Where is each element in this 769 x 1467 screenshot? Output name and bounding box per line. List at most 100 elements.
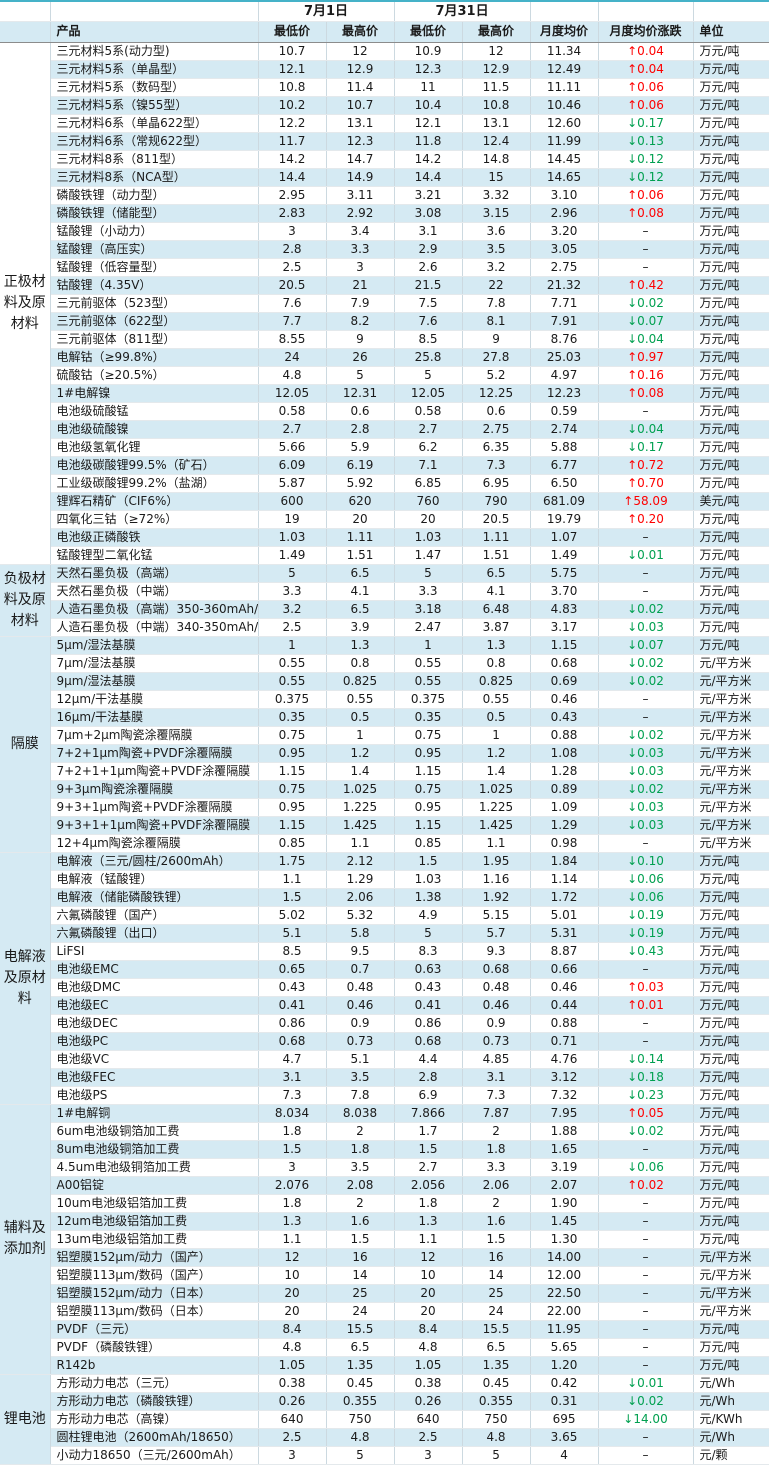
table-row: PVDF（三元） 8.4 15.5 8.4 15.5 11.95– 万元/吨 bbox=[0, 1320, 769, 1339]
unit-cell: 万元/吨 bbox=[693, 1104, 769, 1123]
min-price-jul1-cell: 8.4 bbox=[258, 1320, 327, 1339]
table-row: 辅料及添加剂 1#电解铜 8.034 8.038 7.866 7.87 7.95 ↑0.05 万… bbox=[0, 1104, 769, 1375]
min-price-jul1-cell: 3 bbox=[258, 1446, 327, 1465]
monthly-avg-cell: 0.31 bbox=[530, 1392, 599, 1411]
max-price-jul1-cell: 2.8 bbox=[326, 420, 395, 439]
min-price-jul1-cell: 0.41 bbox=[258, 996, 327, 1015]
table-row: 铝塑膜113μm/数码（国产） 10 14 10 14 12.00– 元/平方米 bbox=[0, 1266, 769, 1285]
min-price-jul1-cell: 2.95 bbox=[258, 186, 327, 205]
table-row: PVDF（磷酸铁锂） 4.8 6.5 4.8 6.5 5.65– 万元/吨 bbox=[0, 1338, 769, 1357]
unit-cell: 元/Wh bbox=[693, 1392, 769, 1411]
max-price-jul1-cell: 1.025 bbox=[326, 780, 395, 799]
monthly-change-cell: ↑0.04 bbox=[598, 60, 694, 79]
product-cell: 12+4μm陶瓷涂覆隔膜 bbox=[50, 834, 259, 853]
max-price-jul1-cell: 0.6 bbox=[326, 402, 395, 421]
max-price-jul1-cell: 8.2 bbox=[326, 312, 395, 331]
product-cell: 人造石墨负极（高端）350-360mAh/g bbox=[50, 600, 259, 619]
table-row: 电池级PC 0.68 0.73 0.68 0.73 0.71– 万元/吨 bbox=[0, 1032, 769, 1051]
min-price-jul1-cell: 10.2 bbox=[258, 96, 327, 115]
max-price-jul1-cell: 13.1 bbox=[326, 114, 395, 133]
max-price-jul31-cell: 0.48 bbox=[462, 978, 531, 997]
min-price-jul1-cell: 8.55 bbox=[258, 330, 327, 349]
product-cell: 电解钴（≥99.8%） bbox=[50, 348, 259, 367]
monthly-avg-cell: 0.44 bbox=[530, 996, 599, 1015]
unit-cell: 万元/吨 bbox=[693, 1176, 769, 1195]
max-price-jul31-cell: 8.1 bbox=[462, 312, 531, 331]
min-price-jul1-cell: 7.3 bbox=[258, 1086, 327, 1105]
monthly-avg-cell: 3.20 bbox=[530, 222, 599, 241]
max-price-jul1-cell: 14.7 bbox=[326, 150, 395, 169]
max-price-jul1-cell: 1.29 bbox=[326, 870, 395, 889]
monthly-avg-cell: 8.76 bbox=[530, 330, 599, 349]
max-price-jul1-cell: 4.8 bbox=[326, 1428, 395, 1447]
monthly-avg-cell: 11.11 bbox=[530, 78, 599, 97]
monthly-change-cell: ↑0.05 bbox=[598, 1104, 694, 1123]
monthly-avg-cell: 10.46 bbox=[530, 96, 599, 115]
min-price-jul31-cell: 2.7 bbox=[394, 1158, 463, 1177]
min-price-jul31-cell: 3.1 bbox=[394, 222, 463, 241]
min-price-jul1-cell: 0.75 bbox=[258, 780, 327, 799]
product-cell: 7μm+2μm陶瓷涂覆隔膜 bbox=[50, 726, 259, 745]
monthly-change-cell: ↓0.02 bbox=[598, 1122, 694, 1141]
monthly-avg-cell: 2.75 bbox=[530, 258, 599, 277]
monthly-avg-cell: 3.05 bbox=[530, 240, 599, 259]
category-header-cell bbox=[0, 21, 51, 43]
max-price-jul1-cell: 3 bbox=[326, 258, 395, 277]
monthly-avg-cell: 7.95 bbox=[530, 1104, 599, 1123]
monthly-change-cell: – bbox=[598, 564, 694, 583]
max-price-jul1-cell: 21 bbox=[326, 276, 395, 295]
table-row: 电解钴（≥99.8%） 24 26 25.8 27.8 25.03 ↑0.97 万元/吨 bbox=[0, 348, 769, 367]
unit-cell: 元/平方米 bbox=[693, 672, 769, 691]
min-price-jul31-cell: 0.43 bbox=[394, 978, 463, 997]
max-price-jul1-cell: 6.5 bbox=[326, 564, 395, 583]
unit-cell: 万元/吨 bbox=[693, 42, 769, 61]
min-price-jul1-cell: 1.03 bbox=[258, 528, 327, 547]
unit-cell: 万元/吨 bbox=[693, 1140, 769, 1159]
product-cell: 硫酸钴（≥20.5%） bbox=[50, 366, 259, 385]
header-max-price-jul1: 最高价 bbox=[326, 21, 395, 43]
monthly-change-cell: ↓0.03 bbox=[598, 798, 694, 817]
monthly-avg-cell: 0.98 bbox=[530, 834, 599, 853]
unit-cell: 万元/吨 bbox=[693, 1032, 769, 1051]
product-cell: 锰酸锂型二氧化锰 bbox=[50, 546, 259, 565]
max-price-jul31-cell: 2.06 bbox=[462, 1176, 531, 1195]
table-row: 8um电池级铜箔加工费 1.5 1.8 1.5 1.8 1.65– 万元/吨 bbox=[0, 1140, 769, 1159]
table-row: 三元材料5系（单晶型） 12.1 12.9 12.3 12.9 12.49 ↑0.04 万元/… bbox=[0, 60, 769, 79]
monthly-change-cell: ↓0.03 bbox=[598, 762, 694, 781]
min-price-jul1-cell: 5.1 bbox=[258, 924, 327, 943]
header-monthly-avg: 月度均价 bbox=[530, 21, 599, 43]
unit-cell: 元/平方米 bbox=[693, 690, 769, 709]
monthly-change-cell: ↑0.06 bbox=[598, 78, 694, 97]
unit-cell: 万元/吨 bbox=[693, 510, 769, 529]
category-cell: 辅料及添加剂 bbox=[0, 1104, 51, 1375]
min-price-jul31-cell: 0.35 bbox=[394, 708, 463, 727]
max-price-jul1-cell: 2.12 bbox=[326, 852, 395, 871]
monthly-change-cell: – bbox=[598, 528, 694, 547]
monthly-change-cell: – bbox=[598, 1194, 694, 1213]
monthly-avg-cell: 695 bbox=[530, 1410, 599, 1429]
max-price-jul1-cell: 3.11 bbox=[326, 186, 395, 205]
monthly-avg-cell: 3.17 bbox=[530, 618, 599, 637]
min-price-jul1-cell: 2.5 bbox=[258, 1428, 327, 1447]
max-price-jul31-cell: 1.11 bbox=[462, 528, 531, 547]
unit-cell: 万元/吨 bbox=[693, 258, 769, 277]
max-price-jul1-cell: 0.8 bbox=[326, 654, 395, 673]
monthly-avg-cell: 4.97 bbox=[530, 366, 599, 385]
min-price-jul1-cell: 3 bbox=[258, 222, 327, 241]
product-cell: 电池级硫酸锰 bbox=[50, 402, 259, 421]
monthly-avg-cell: 0.46 bbox=[530, 978, 599, 997]
unit-cell: 万元/吨 bbox=[693, 150, 769, 169]
product-cell: LiFSI bbox=[50, 942, 259, 961]
max-price-jul1-cell: 6.5 bbox=[326, 600, 395, 619]
max-price-jul31-cell: 9 bbox=[462, 330, 531, 349]
monthly-change-cell: ↑0.97 bbox=[598, 348, 694, 367]
monthly-avg-cell: 0.42 bbox=[530, 1374, 599, 1393]
product-cell: 电池级EC bbox=[50, 996, 259, 1015]
max-price-jul1-cell: 0.48 bbox=[326, 978, 395, 997]
product-cell: 三元材料8系（NCA型） bbox=[50, 168, 259, 187]
table-row: 三元前驱体（811型） 8.55 9 8.5 9 8.76 ↓0.04 万元/吨 bbox=[0, 330, 769, 349]
monthly-change-cell: ↓0.02 bbox=[598, 654, 694, 673]
max-price-jul31-cell: 1 bbox=[462, 726, 531, 745]
min-price-jul31-cell: 2.9 bbox=[394, 240, 463, 259]
monthly-change-cell: ↑0.20 bbox=[598, 510, 694, 529]
